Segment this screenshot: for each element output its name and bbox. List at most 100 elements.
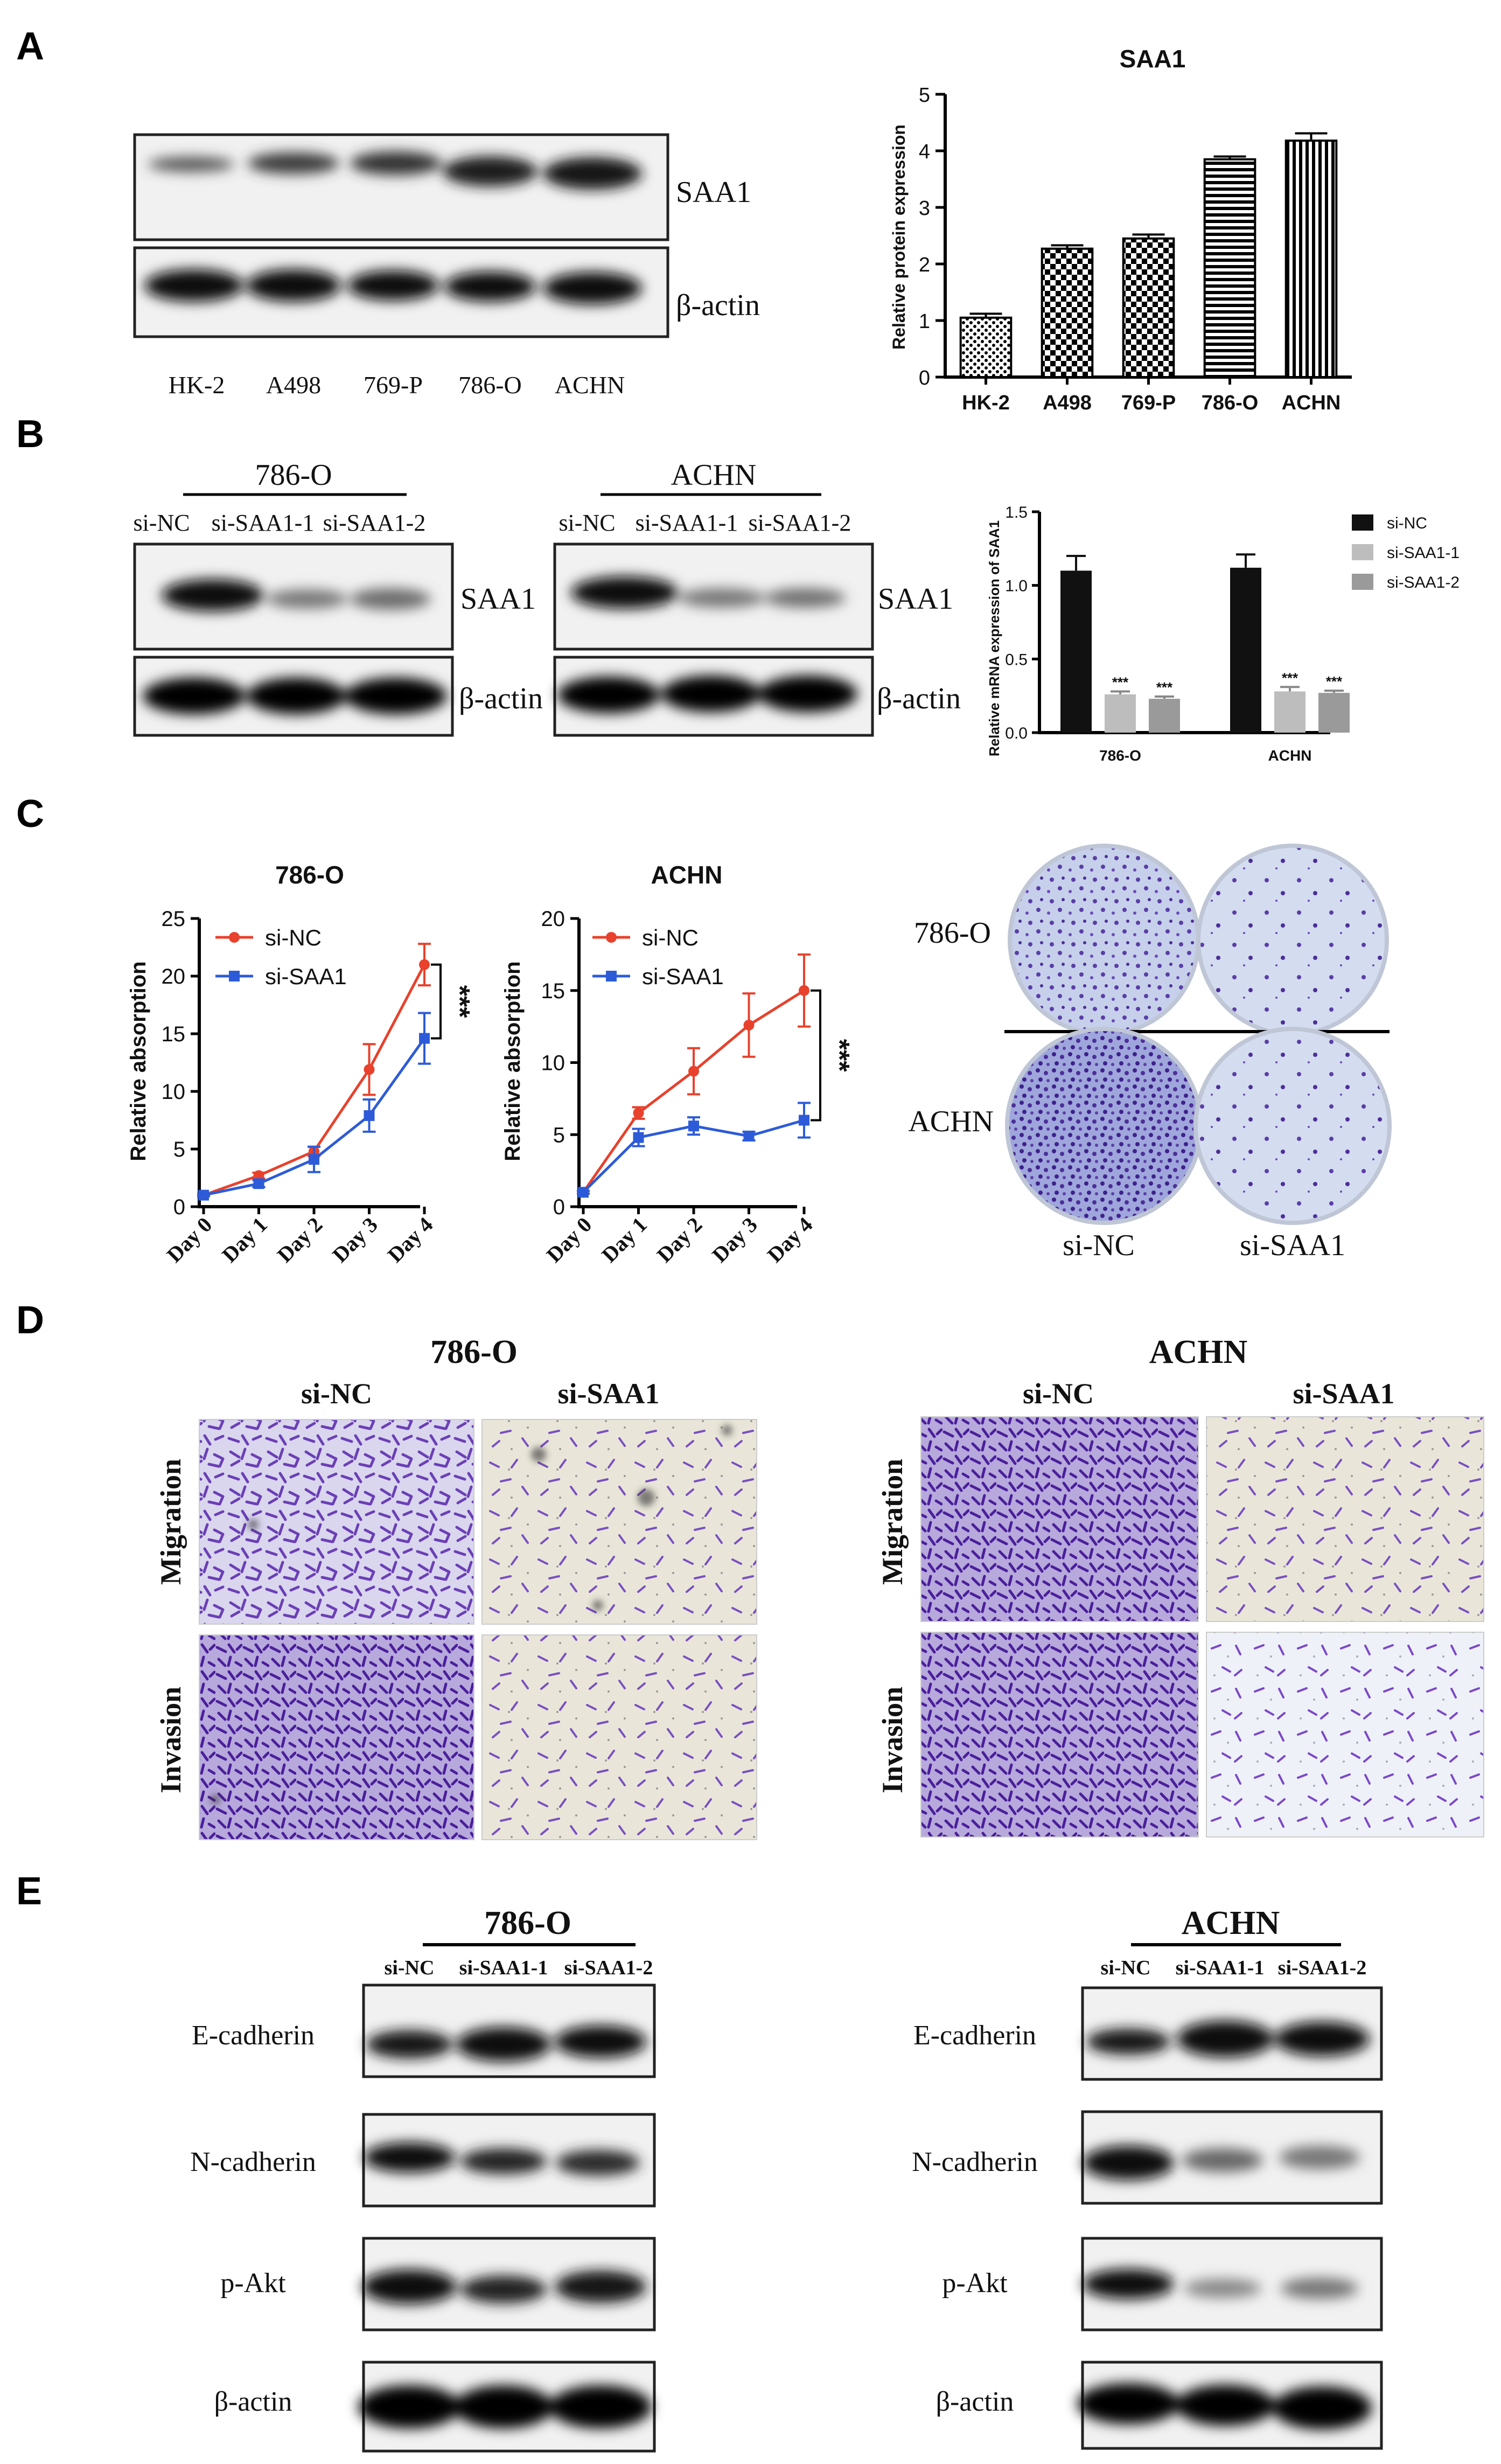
significance-marker: ***	[1326, 673, 1343, 690]
bar	[1105, 694, 1136, 733]
legend-label: si-SAA1	[265, 964, 347, 989]
panel-letter-a: A	[16, 25, 44, 68]
x-tick-label: Day 2	[273, 1213, 327, 1268]
bar	[1041, 247, 1094, 378]
data-point	[309, 1154, 319, 1165]
bar	[1284, 140, 1338, 378]
band	[148, 157, 234, 172]
band	[347, 270, 439, 301]
y-tick-label: 0	[919, 367, 930, 389]
y-tick-label: 15	[541, 979, 566, 1003]
chart-c1-ylabel: Relative absorption	[127, 961, 150, 1161]
colony-row-label: 786-O	[914, 916, 991, 950]
lane-label: HK-2	[169, 371, 225, 399]
chart-c2-ylabel: Relative absorption	[501, 961, 525, 1161]
data-point	[743, 1019, 755, 1031]
bar	[959, 316, 1013, 378]
y-tick-label: 25	[162, 907, 186, 931]
x-tick-label: Day 2	[652, 1213, 707, 1268]
y-tick-label: 1.5	[1005, 504, 1028, 521]
transwell-row: Migration	[876, 1459, 909, 1585]
lane-label: si-NC	[558, 510, 615, 536]
significance-marker: ***	[1156, 679, 1173, 695]
band	[144, 269, 243, 302]
legend-swatch	[1352, 574, 1373, 590]
bar	[1274, 691, 1305, 733]
x-tick-label: A498	[1043, 392, 1092, 414]
x-tick-label: Day 3	[707, 1213, 762, 1268]
protein-label: E-cadherin	[913, 2020, 1036, 2051]
x-tick-label: Day 0	[162, 1213, 217, 1268]
cell-title: ACHN	[671, 458, 757, 492]
bar	[1149, 699, 1180, 733]
lane-label: si-SAA1-2	[564, 1957, 653, 1979]
data-point	[799, 1115, 809, 1126]
significance-marker: ***	[1282, 670, 1298, 686]
transwell-786o: 786-O si-NC si-SAA1 Migration Invasion	[155, 1334, 757, 1840]
y-tick-label: 5	[919, 84, 930, 107]
protein-label: E-cadherin	[192, 2020, 315, 2051]
colony-dish	[1193, 1027, 1392, 1225]
blot-title: 786-O	[484, 1905, 571, 1941]
data-point	[688, 1066, 699, 1077]
legend-marker	[606, 971, 617, 982]
legend-label: si-NC	[265, 925, 322, 950]
y-tick-label: 0	[173, 1195, 185, 1219]
bar	[1060, 570, 1092, 733]
lane-label: 786-O	[458, 371, 522, 399]
lane-label: si-SAA1-1	[212, 510, 315, 536]
x-tick-label: ACHN	[1282, 392, 1341, 414]
panel-b-blot-achn: ACHN si-NC si-SAA1-1 si-SAA1-2 SAA1 β-ac…	[553, 458, 961, 737]
legend-label: si-SAA1-2	[1387, 574, 1460, 591]
band	[543, 157, 642, 190]
significance-bracket	[431, 963, 442, 1040]
transwell-row: Invasion	[876, 1687, 909, 1793]
significance-marker: ***	[823, 1039, 855, 1072]
significance-bracket	[811, 989, 821, 1122]
x-tick-label: Day 1	[597, 1213, 652, 1268]
significance-marker: ***	[444, 985, 475, 1018]
x-tick-label: 786-O	[1202, 392, 1259, 414]
transwell-image	[1206, 1632, 1484, 1837]
chart-mrna-expression: Relative mRNA expression of SAA1 0.0 0.5 1…	[986, 504, 1460, 764]
data-point	[198, 1189, 209, 1201]
lane-label: si-SAA1-1	[636, 510, 738, 536]
band	[543, 272, 642, 304]
lane-label: A498	[266, 371, 321, 399]
x-tick-label: Day 4	[383, 1213, 438, 1268]
band	[444, 272, 536, 302]
band	[246, 269, 341, 302]
transwell-row: Invasion	[155, 1687, 187, 1793]
y-tick-label: 5	[173, 1138, 185, 1161]
blot-label-saa1: SAA1	[878, 582, 953, 616]
y-tick-label: 15	[162, 1022, 186, 1046]
protein-label: β-actin	[936, 2386, 1014, 2417]
data-point	[799, 985, 809, 996]
panel-e-blot-achn: ACHN si-NC si-SAA1-1 si-SAA1-2 E-cadheri…	[912, 1905, 1383, 2450]
data-point	[578, 1187, 589, 1198]
y-tick-label: 0.5	[1005, 651, 1028, 669]
chart-c2-title: ACHN	[651, 861, 723, 889]
legend-label: si-NC	[1387, 514, 1427, 532]
x-tick-label: Day 1	[217, 1213, 272, 1268]
protein-label: N-cadherin	[912, 2147, 1038, 2177]
legend-label: si-SAA1	[642, 964, 724, 989]
data-point	[253, 1178, 264, 1189]
lane-label: si-SAA1-2	[323, 510, 426, 536]
transwell-image	[199, 1634, 474, 1840]
lane-label: si-NC	[385, 1957, 435, 1979]
data-point	[633, 1132, 644, 1143]
transwell-title: 786-O	[430, 1334, 518, 1370]
lane-label: si-SAA1-1	[1176, 1957, 1265, 1979]
colony-dish	[1196, 844, 1389, 1036]
y-tick-label: 10	[541, 1052, 566, 1075]
x-tick-label: HK-2	[962, 392, 1010, 414]
lane-label: si-SAA1-1	[459, 1957, 548, 1979]
x-tick-label: Day 4	[763, 1213, 818, 1268]
panel-letter-e: E	[16, 1870, 42, 1913]
blot-label-saa1: SAA1	[460, 582, 536, 616]
panel-letter-d: D	[16, 1299, 44, 1342]
transwell-image	[920, 1632, 1199, 1837]
blot-label-actin: β-actin	[877, 682, 961, 715]
